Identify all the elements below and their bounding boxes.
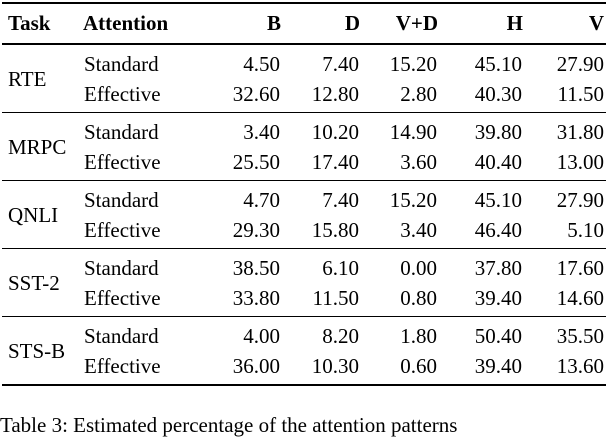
- table-row: Effective 32.60 12.80 2.80 40.30 11.50: [2, 79, 606, 113]
- header-row: Task Attention B D V+D H V: [2, 3, 606, 44]
- task-label: RTE: [8, 66, 47, 91]
- attention-type: Standard: [84, 256, 159, 280]
- table-row: Effective 36.00 10.30 0.60 39.40 13.60: [2, 351, 606, 385]
- cell-value: 13.60: [556, 354, 604, 378]
- cell-value: 7.40: [322, 188, 359, 212]
- table-row: Effective 25.50 17.40 3.60 40.40 13.00: [2, 147, 606, 181]
- cell-value: 4.00: [243, 324, 280, 348]
- table-row: QNLI Standard 4.70 7.40 15.20 45.10 27.9…: [2, 181, 606, 226]
- attention-type: Effective: [84, 218, 161, 242]
- column-header-vd: V+D: [395, 11, 438, 35]
- cell-value: 0.80: [400, 286, 437, 310]
- task-label: QNLI: [8, 202, 59, 227]
- cell-value: 38.50: [232, 256, 280, 280]
- cell-value: 15.20: [389, 52, 437, 76]
- cell-value: 35.50: [556, 324, 604, 348]
- cell-value: 39.40: [474, 354, 522, 378]
- table-caption: Table 3: Estimated percentage of the att…: [0, 413, 458, 437]
- cell-value: 3.40: [400, 218, 437, 242]
- table-row: RTE Standard 4.50 7.40 15.20 45.10 27.90: [2, 44, 606, 90]
- task-label: SST-2: [8, 270, 60, 295]
- attention-type: Standard: [84, 120, 159, 144]
- cell-value: 40.30: [474, 82, 522, 106]
- results-table: Task Attention B D V+D H V RTE Standard …: [2, 2, 606, 386]
- attention-type: Standard: [84, 324, 159, 348]
- cell-value: 2.80: [400, 82, 437, 106]
- cell-value: 17.40: [311, 150, 359, 174]
- cell-value: 7.40: [322, 52, 359, 76]
- cell-value: 11.50: [312, 286, 359, 310]
- task-group-stsb: STS-B Standard 4.00 8.20 1.80 50.40 35.5…: [2, 317, 606, 385]
- cell-value: 5.10: [567, 218, 604, 242]
- column-header-d: D: [344, 11, 360, 35]
- cell-value: 0.60: [400, 354, 437, 378]
- cell-value: 15.80: [311, 218, 359, 242]
- cell-value: 8.20: [322, 324, 359, 348]
- cell-value: 25.50: [232, 150, 280, 174]
- cell-value: 12.80: [311, 82, 359, 106]
- task-group-qnli: QNLI Standard 4.70 7.40 15.20 45.10 27.9…: [2, 181, 606, 249]
- table-row: Effective 33.80 11.50 0.80 39.40 14.60: [2, 283, 606, 317]
- task-label: STS-B: [8, 338, 66, 363]
- table-row: MRPC Standard 3.40 10.20 14.90 39.80 31.…: [2, 113, 606, 158]
- cell-value: 40.40: [474, 150, 522, 174]
- cell-value: 27.90: [556, 52, 604, 76]
- table-header: Task Attention B D V+D H V: [2, 3, 606, 44]
- cell-value: 10.20: [311, 120, 359, 144]
- cell-value: 39.80: [474, 120, 522, 144]
- attention-type: Standard: [84, 52, 159, 76]
- cell-value: 14.60: [556, 286, 604, 310]
- attention-type: Standard: [84, 188, 159, 212]
- attention-type: Effective: [84, 150, 161, 174]
- cell-value: 1.80: [400, 324, 437, 348]
- cell-value: 45.10: [474, 52, 522, 76]
- column-header-b: B: [266, 11, 281, 35]
- attention-type: Effective: [84, 82, 161, 106]
- attention-type: Effective: [84, 354, 161, 378]
- cell-value: 4.70: [243, 188, 280, 212]
- table-row: SST-2 Standard 38.50 6.10 0.00 37.80 17.…: [2, 249, 606, 294]
- cell-value: 3.40: [243, 120, 280, 144]
- cell-value: 0.00: [400, 256, 437, 280]
- cell-value: 29.30: [232, 218, 280, 242]
- cell-value: 10.30: [311, 354, 359, 378]
- attention-type: Effective: [84, 286, 161, 310]
- cell-value: 50.40: [474, 324, 522, 348]
- cell-value: 6.10: [322, 256, 359, 280]
- cell-value: 37.80: [474, 256, 522, 280]
- cell-value: 4.50: [243, 52, 280, 76]
- table-row: Effective 29.30 15.80 3.40 46.40 5.10: [2, 215, 606, 249]
- cell-value: 45.10: [474, 188, 522, 212]
- cell-value: 32.60: [232, 82, 280, 106]
- cell-value: 15.20: [389, 188, 437, 212]
- cell-value: 36.00: [232, 354, 280, 378]
- task-group-sst2: SST-2 Standard 38.50 6.10 0.00 37.80 17.…: [2, 249, 606, 317]
- cell-value: 14.90: [389, 120, 437, 144]
- table-row: STS-B Standard 4.00 8.20 1.80 50.40 35.5…: [2, 317, 606, 362]
- cell-value: 17.60: [556, 256, 604, 280]
- cell-value: 11.50: [557, 82, 604, 106]
- task-label: MRPC: [8, 134, 67, 159]
- cell-value: 3.60: [400, 150, 437, 174]
- cell-value: 46.40: [474, 218, 522, 242]
- column-header-h: H: [506, 11, 523, 35]
- cell-value: 39.40: [474, 286, 522, 310]
- cell-value: 31.80: [556, 120, 604, 144]
- column-header-attention: Attention: [83, 11, 169, 35]
- task-group-rte: RTE Standard 4.50 7.40 15.20 45.10 27.90…: [2, 44, 606, 113]
- column-header-task: Task: [8, 11, 51, 35]
- column-header-v: V: [588, 11, 604, 35]
- task-group-mrpc: MRPC Standard 3.40 10.20 14.90 39.80 31.…: [2, 113, 606, 181]
- cell-value: 13.00: [556, 150, 604, 174]
- cell-value: 27.90: [556, 188, 604, 212]
- cell-value: 33.80: [232, 286, 280, 310]
